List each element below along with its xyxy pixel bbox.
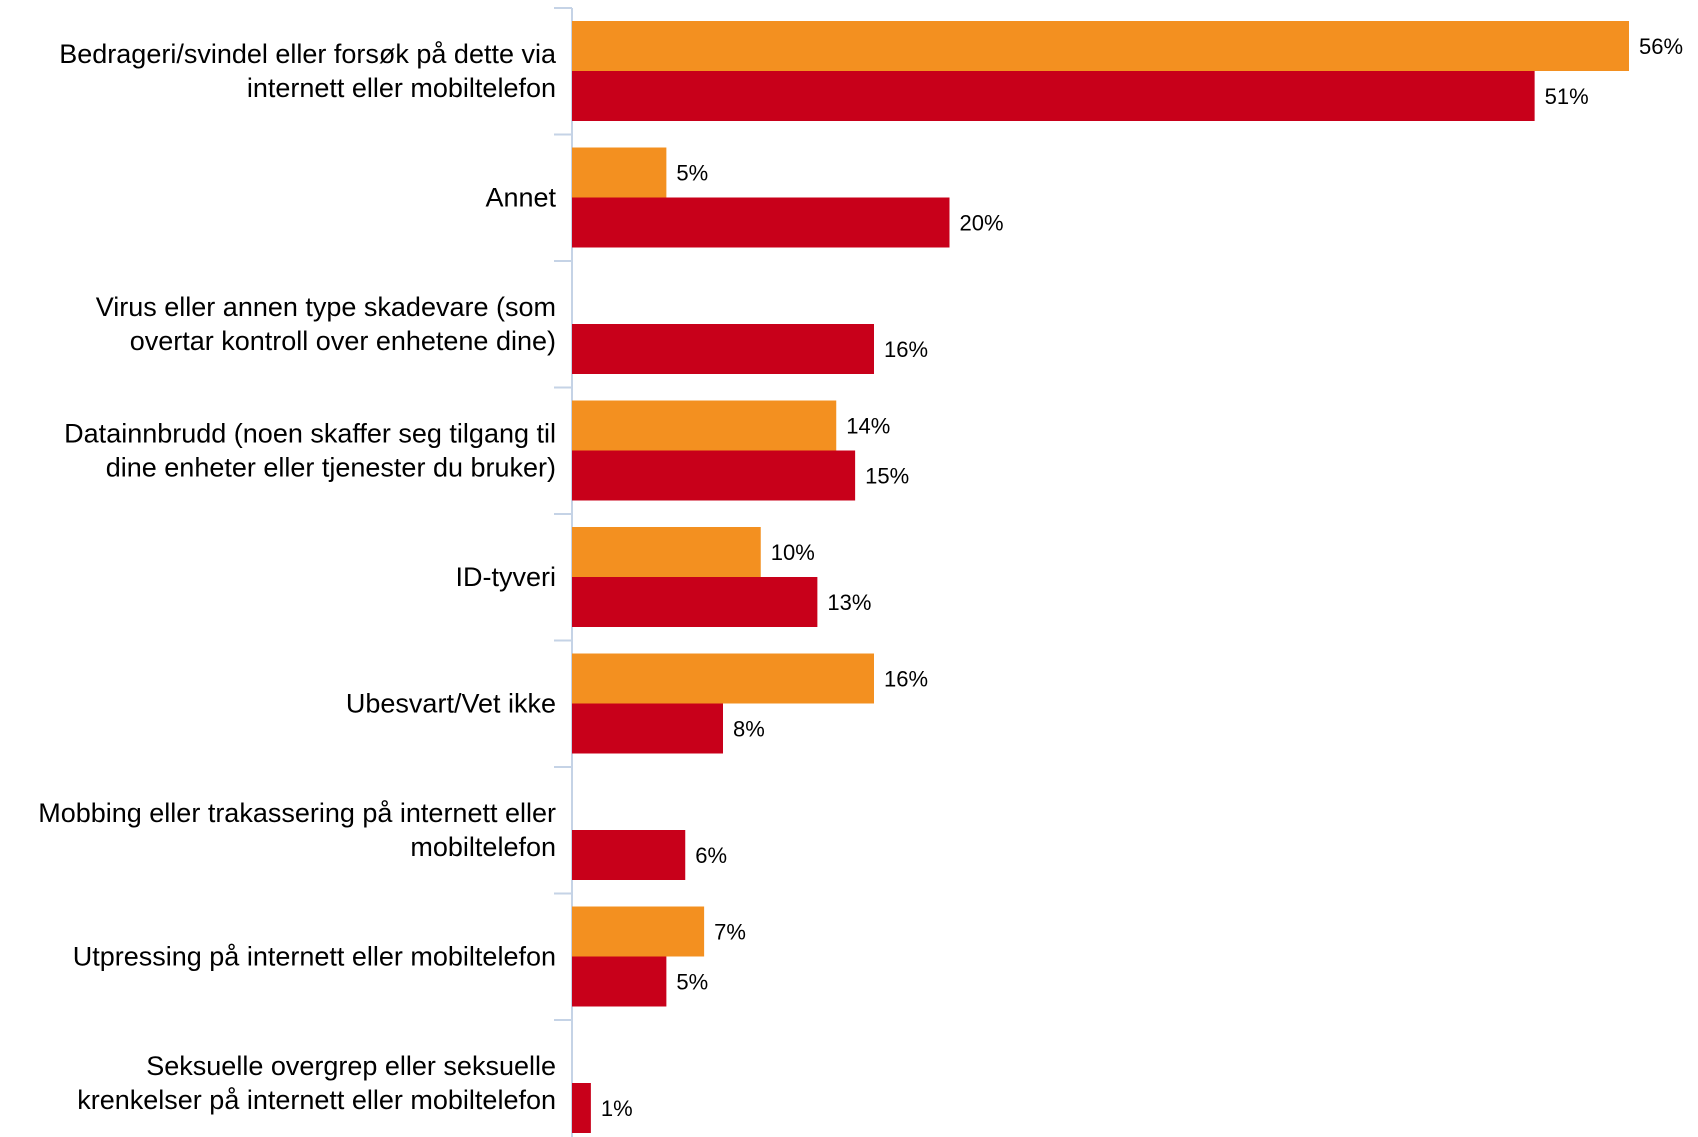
bar-series1 [572, 147, 667, 198]
data-label: 15% [865, 464, 909, 489]
category-labels: Bedrageri/svindel eller forsøk på dette … [38, 39, 557, 1115]
bar-series2 [572, 197, 950, 248]
category-label: Virus eller annen type skadevare (som ove… [96, 292, 556, 356]
data-label: 5% [676, 161, 708, 186]
category-label: Bedrageri/svindel eller forsøk på dette … [59, 39, 557, 103]
data-label: 51% [1545, 84, 1589, 109]
data-label: 16% [884, 667, 928, 692]
data-label: 8% [733, 717, 765, 742]
bar-series1 [572, 527, 761, 577]
data-label: 13% [827, 590, 871, 615]
category-label: Utpressing på internett eller mobiltelef… [73, 942, 556, 972]
data-label: 56% [1639, 34, 1683, 59]
bar-series1 [572, 906, 705, 957]
bar-series2 [572, 577, 818, 627]
bar-series2 [572, 450, 856, 501]
category-label: Mobbing eller trakassering på internett … [38, 798, 556, 862]
category-label: ID-tyveri [456, 562, 557, 592]
bars [572, 21, 1629, 1133]
category-label: Seksuelle overgrep eller seksuelle krenke… [77, 1051, 556, 1115]
data-label: 5% [676, 970, 708, 995]
category-label: Annet [485, 183, 556, 213]
data-label: 1% [601, 1096, 633, 1121]
category-label: Ubesvart/Vet ikke [346, 689, 556, 719]
data-label: 7% [714, 920, 746, 945]
data-labels: 56%51%5%20%16%14%15%10%13%16%8%6%7%5%1% [601, 34, 1683, 1121]
bar-series1 [572, 400, 837, 451]
category-label: Datainnbrudd (noen skaffer seg tilgang t… [64, 419, 556, 483]
data-label: 10% [771, 540, 815, 565]
bar-series1 [572, 21, 1629, 71]
data-label: 14% [846, 414, 890, 439]
bar-series2 [572, 703, 723, 754]
bar-series1 [572, 653, 874, 704]
bar-series2 [572, 71, 1535, 121]
category-axis [554, 7, 573, 1137]
bar-series2 [572, 1083, 591, 1133]
data-label: 6% [695, 843, 727, 868]
data-label: 20% [960, 211, 1004, 236]
data-label: 16% [884, 337, 928, 362]
bar-series2 [572, 324, 874, 374]
bar-series2 [572, 830, 686, 880]
bar-series2 [572, 956, 667, 1007]
